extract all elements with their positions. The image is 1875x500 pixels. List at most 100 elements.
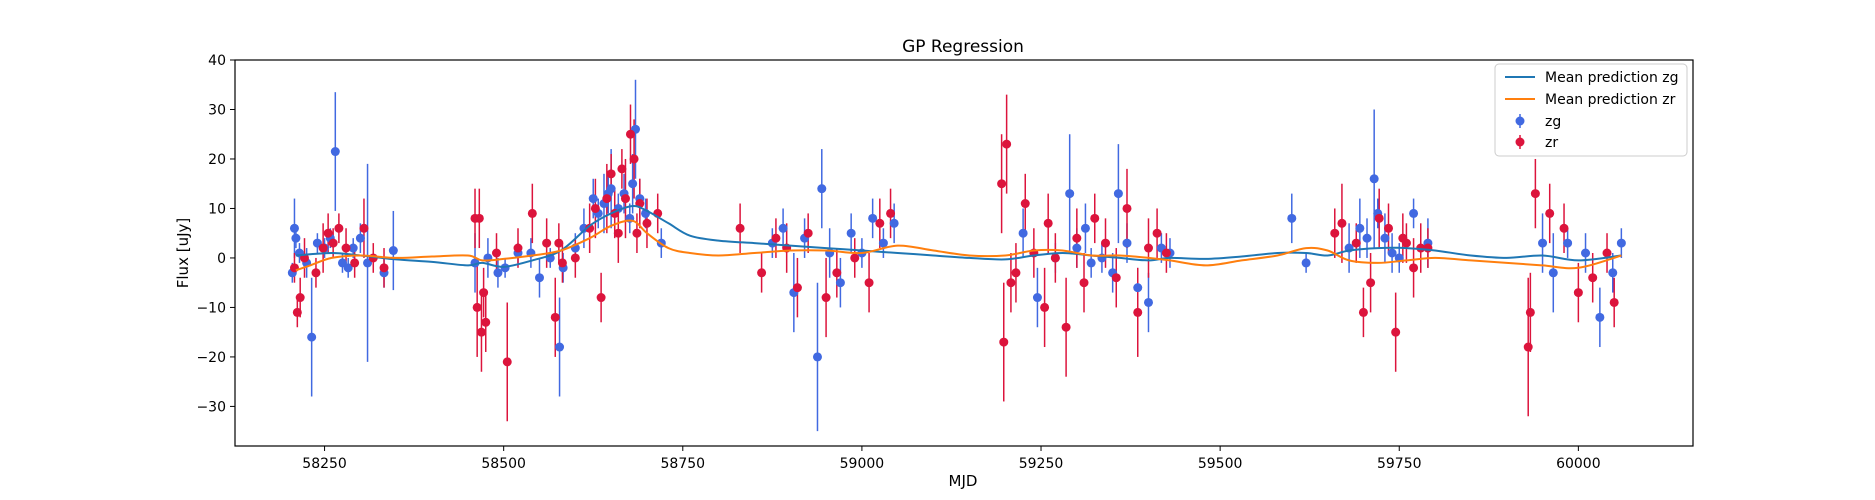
zg-point xyxy=(878,238,888,248)
zr-point xyxy=(557,258,567,268)
zg-point xyxy=(889,218,899,228)
x-axis-label: MJD xyxy=(949,472,978,490)
legend-zr-label: zr xyxy=(1545,135,1558,151)
y-tick-label: −10 xyxy=(196,300,226,316)
zr-point xyxy=(1423,243,1433,253)
zr-point xyxy=(550,312,560,322)
zg-point xyxy=(289,223,299,233)
zg-point xyxy=(778,223,788,233)
x-tick-label: 59250 xyxy=(1019,456,1064,472)
zg-point xyxy=(348,243,358,253)
zr-point xyxy=(474,213,484,223)
y-tick-label: 20 xyxy=(208,152,226,168)
x-tick-label: 58250 xyxy=(302,456,347,472)
zg-point xyxy=(1409,208,1419,218)
mean-prediction-zg-line xyxy=(295,204,1622,268)
legend-zg-label: zg xyxy=(1545,114,1561,130)
y-axis-label: Flux [uJy] xyxy=(174,218,192,288)
zr-point xyxy=(803,228,813,238)
zr-point xyxy=(1079,278,1089,288)
zr-point xyxy=(596,293,606,303)
zr-point xyxy=(1374,213,1384,223)
zr-point xyxy=(1040,302,1050,312)
x-tick-label: 60000 xyxy=(1556,456,1601,472)
zg-point xyxy=(1287,213,1297,223)
zr-point xyxy=(1409,263,1419,273)
zg-point xyxy=(555,342,565,352)
zr-point xyxy=(1416,243,1426,253)
zg-point xyxy=(1080,223,1090,233)
zr-point xyxy=(590,203,600,213)
zg-point xyxy=(1548,268,1558,278)
zg-point xyxy=(812,352,822,362)
zr-point xyxy=(1545,208,1555,218)
zr-point xyxy=(492,248,502,258)
zr-point xyxy=(617,164,627,174)
zg-point xyxy=(817,184,827,194)
zg-point xyxy=(846,228,856,238)
zr-point xyxy=(1337,218,1347,228)
zg-point xyxy=(1086,258,1096,268)
zr-point xyxy=(632,228,642,238)
x-tick-label: 59750 xyxy=(1377,456,1422,472)
zr-point xyxy=(527,208,537,218)
plot-frame xyxy=(234,59,1694,447)
zr-point xyxy=(359,223,369,233)
legend-mean-zg-label: Mean prediction zg xyxy=(1545,70,1679,86)
zr-point xyxy=(771,233,781,243)
zr-point xyxy=(476,327,486,337)
zr-point xyxy=(334,223,344,233)
zr-point xyxy=(1152,228,1162,238)
zr-points xyxy=(289,129,1619,367)
zr-point xyxy=(1559,223,1569,233)
y-tick-label: −20 xyxy=(196,350,226,366)
zg-point xyxy=(588,194,598,204)
zr-point xyxy=(792,283,802,293)
zr-point xyxy=(875,218,885,228)
zr-point xyxy=(886,208,896,218)
mean-prediction-lines xyxy=(295,204,1622,272)
zr-point xyxy=(1011,268,1021,278)
zg-point xyxy=(1018,228,1028,238)
zr-point xyxy=(318,243,328,253)
zg-point xyxy=(1581,248,1591,258)
x-tick-label: 58500 xyxy=(481,456,526,472)
zr-point xyxy=(311,268,321,278)
legend-zr-marker xyxy=(1515,137,1525,147)
zr-point xyxy=(295,293,305,303)
zg-errorbars xyxy=(291,79,1623,432)
zr-point xyxy=(379,263,389,273)
mean-prediction-zr-line xyxy=(295,219,1622,272)
zr-point xyxy=(1122,203,1132,213)
zr-point xyxy=(1043,218,1053,228)
x-tick-label: 59000 xyxy=(840,456,885,472)
zr-point xyxy=(999,337,1009,347)
zg-point xyxy=(1387,248,1397,258)
zr-point xyxy=(323,228,333,238)
zr-point xyxy=(1061,322,1071,332)
zg-point xyxy=(1072,243,1082,253)
zr-point xyxy=(821,293,831,303)
zg-point xyxy=(1032,293,1042,303)
zr-point xyxy=(513,243,523,253)
zr-point xyxy=(1523,342,1533,352)
zg-point xyxy=(1133,283,1143,293)
zg-point xyxy=(355,233,365,243)
zr-point xyxy=(1351,238,1361,248)
zg-point xyxy=(330,147,340,157)
zg-point xyxy=(628,179,638,189)
zr-point xyxy=(1020,199,1030,209)
zg-point xyxy=(291,233,301,243)
zr-point xyxy=(292,307,302,317)
y-tick-label: 30 xyxy=(208,102,226,118)
zg-point xyxy=(1608,268,1618,278)
zr-point xyxy=(1525,307,1535,317)
zr-point xyxy=(570,253,580,263)
zr-point xyxy=(341,243,351,253)
zr-point xyxy=(1330,228,1340,238)
zg-point xyxy=(1065,189,1075,199)
zr-point xyxy=(472,302,482,312)
zr-point xyxy=(642,218,652,228)
zr-point xyxy=(1391,327,1401,337)
zg-point xyxy=(1616,238,1626,248)
